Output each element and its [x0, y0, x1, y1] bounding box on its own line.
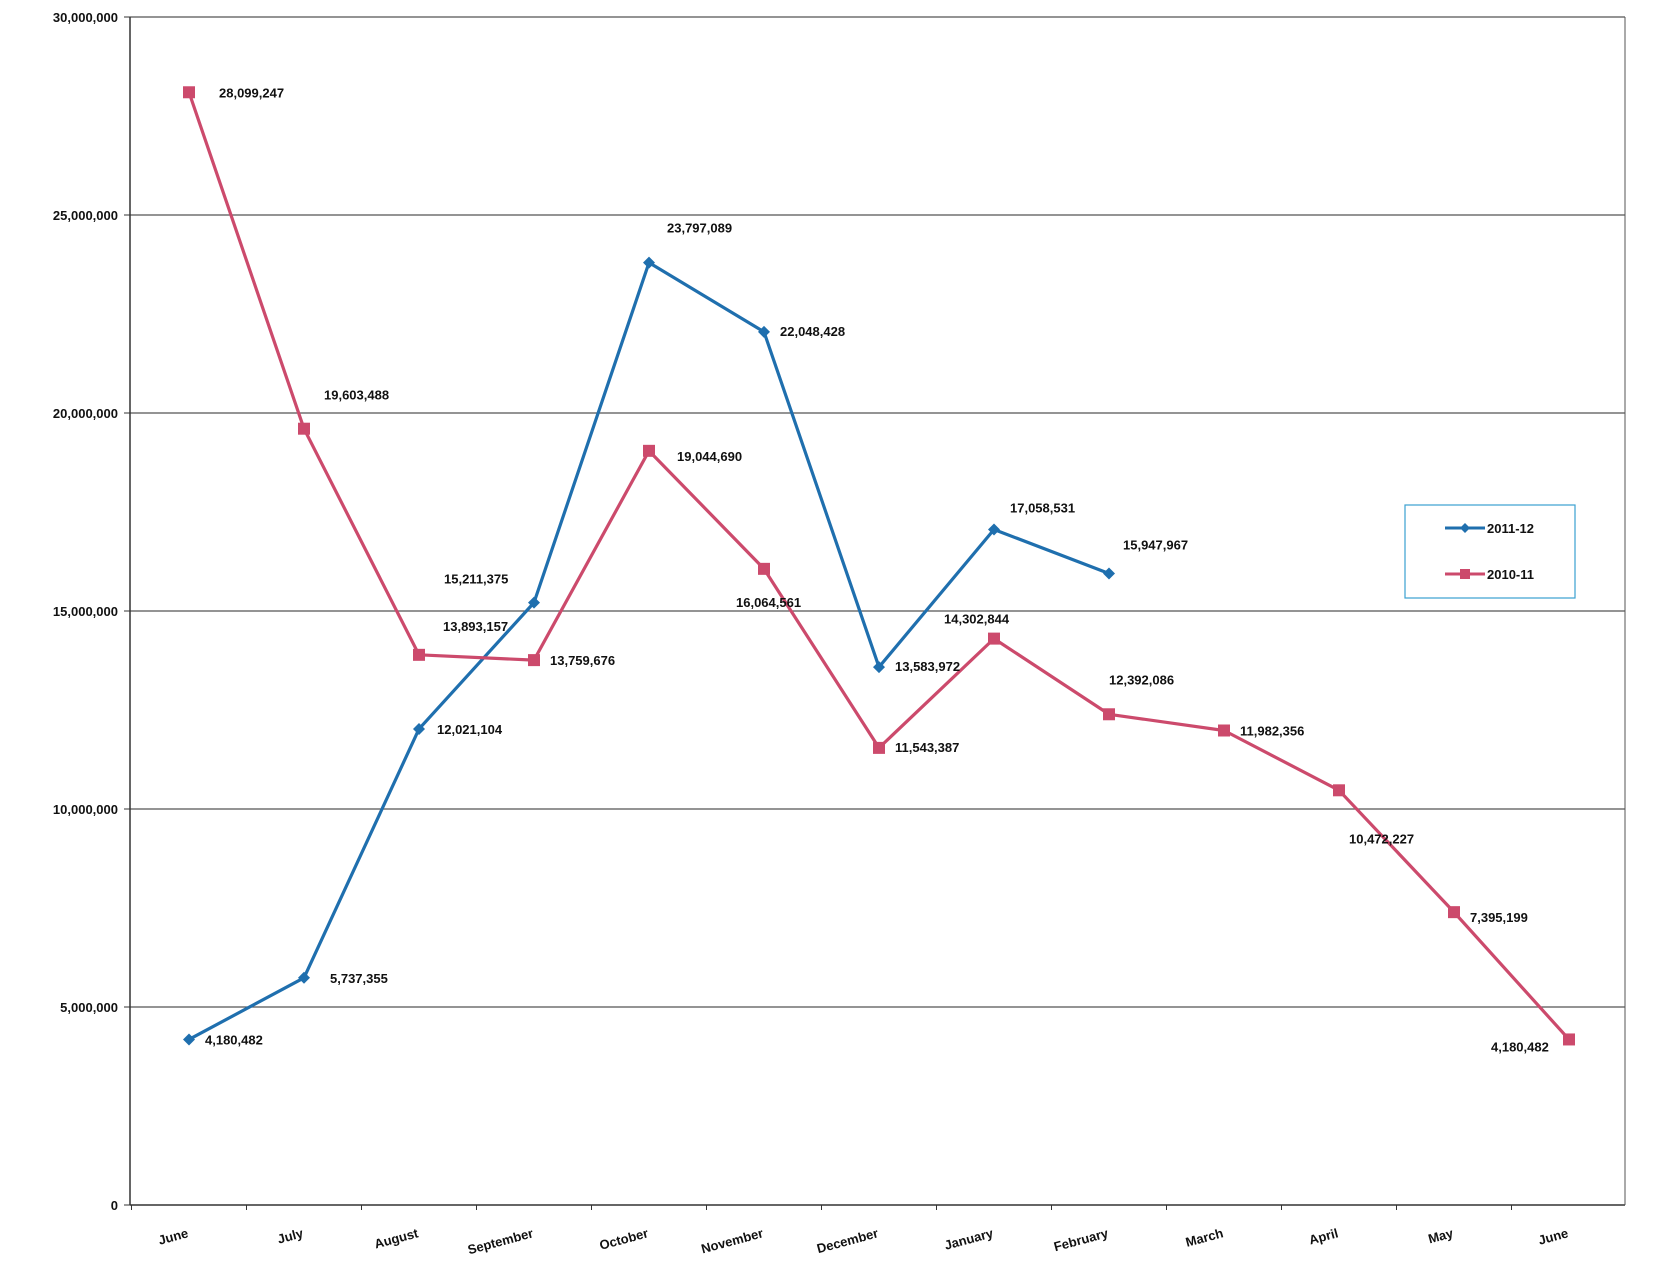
x-tick-label: October	[598, 1225, 650, 1252]
y-tick-label: 0	[111, 1198, 118, 1213]
legend: 2011-12 2010-11	[1404, 504, 1576, 599]
data-point	[183, 1033, 195, 1046]
data-label: 28,099,247	[219, 85, 284, 100]
data-label: 15,947,967	[1123, 537, 1188, 552]
data-point	[1218, 724, 1230, 737]
data-label: 10,472,227	[1349, 831, 1414, 846]
data-label: 16,064,561	[736, 595, 801, 610]
y-tick-label: 30,000,000	[53, 10, 118, 25]
series-line-2010-11	[187, 91, 1571, 1041]
data-point	[1103, 567, 1115, 580]
x-tick-label: August	[373, 1225, 421, 1251]
data-label: 7,395,199	[1470, 910, 1528, 925]
y-tick-label: 5,000,000	[60, 1000, 118, 1015]
data-label: 19,044,690	[677, 449, 742, 464]
data-point	[643, 444, 655, 457]
data-point	[298, 971, 310, 984]
data-label: 13,759,676	[550, 653, 615, 668]
data-label: 22,048,428	[780, 324, 845, 339]
data-point	[528, 654, 540, 667]
legend-marker	[1460, 569, 1470, 579]
data-point	[183, 86, 195, 99]
data-label: 14,302,844	[944, 612, 1010, 627]
data-label: 12,021,104	[437, 722, 503, 737]
x-tick-label: March	[1184, 1225, 1225, 1249]
x-tick-label: April	[1307, 1225, 1339, 1247]
x-tick-label: May	[1426, 1225, 1455, 1246]
x-tick-label: December	[815, 1225, 880, 1256]
data-point	[1333, 784, 1345, 797]
data-label: 4,180,482	[1491, 1039, 1549, 1054]
data-point	[298, 422, 310, 435]
x-tick-label: June	[1537, 1225, 1570, 1247]
data-label: 17,058,531	[1010, 500, 1075, 515]
data-label: 13,583,972	[895, 659, 960, 674]
data-point	[413, 648, 425, 661]
legend-marker	[1460, 523, 1470, 533]
x-tick-label: June	[157, 1225, 190, 1247]
y-tick-label: 10,000,000	[53, 802, 118, 817]
grid-lines	[130, 16, 1625, 1008]
legend-box	[1404, 504, 1576, 599]
data-label: 11,982,356	[1240, 723, 1304, 738]
data-label: 23,797,089	[667, 221, 732, 236]
data-label: 15,211,375	[444, 572, 508, 587]
data-point	[643, 256, 655, 269]
data-point	[1103, 708, 1115, 721]
x-tick-label: July	[276, 1225, 306, 1246]
data-label: 13,893,157	[443, 619, 508, 634]
data-label: 11,543,387	[895, 740, 959, 755]
legend-label: 2010-11	[1487, 567, 1534, 582]
series-line-2011-12	[188, 261, 1110, 1041]
data-label: 5,737,355	[330, 971, 388, 986]
x-tick-label: February	[1052, 1225, 1110, 1254]
data-point	[873, 661, 885, 674]
y-tick-label: 15,000,000	[53, 604, 118, 619]
x-tick-label: January	[943, 1225, 996, 1253]
data-labels: 4,180,482 5,737,355 12,021,104 15,211,375 23…	[205, 85, 1549, 1054]
axes: 0 5,000,000 10,000,000 15,000,000 20,000,000…	[53, 10, 1626, 1257]
y-tick-label: 20,000,000	[53, 406, 118, 421]
data-point	[758, 562, 770, 575]
x-tick-label: November	[699, 1225, 764, 1256]
series-lines	[183, 86, 1575, 1046]
data-point	[988, 523, 1000, 536]
x-tick-label: September	[466, 1225, 535, 1257]
data-label: 4,180,482	[205, 1032, 263, 1047]
legend-label: 2011-12	[1487, 521, 1534, 536]
data-point	[873, 741, 885, 754]
data-point	[528, 596, 540, 609]
y-tick-label: 25,000,000	[53, 208, 118, 223]
data-point	[1448, 906, 1460, 919]
data-label: 12,392,086	[1109, 672, 1174, 687]
data-label: 19,603,488	[324, 388, 389, 403]
data-point	[413, 722, 425, 735]
data-point	[1563, 1033, 1575, 1046]
data-point	[988, 632, 1000, 645]
data-point	[758, 325, 770, 338]
